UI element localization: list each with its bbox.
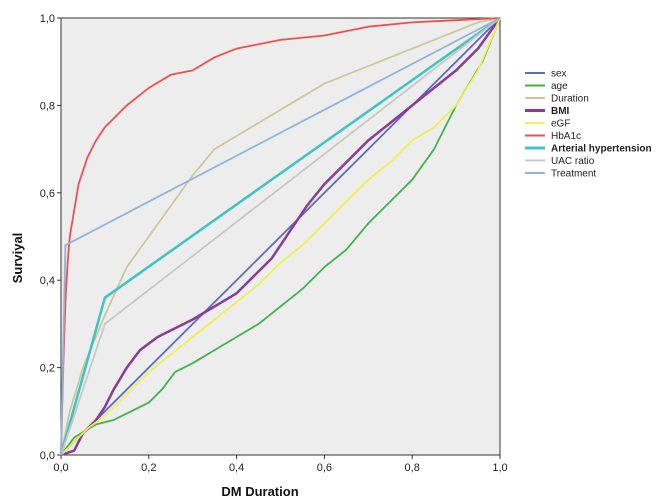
x-tick-label: 0,0 <box>53 462 68 474</box>
series-line-age <box>60 17 501 456</box>
y-tick-label: 0,8 <box>40 100 55 112</box>
y-axis-title: Surviyal <box>10 233 25 284</box>
legend-label-arterial-hypertension: Arterial hypertension <box>551 144 652 155</box>
legend-label-age: age <box>551 81 568 92</box>
legend-label-sex: sex <box>551 69 567 80</box>
x-tick-label: 0,8 <box>405 462 420 474</box>
y-tick-label: 1,0 <box>40 13 55 25</box>
x-axis-title: DM Duration <box>221 484 298 499</box>
y-tick-label: 0,0 <box>40 450 55 462</box>
legend-label-bmi: BMI <box>551 106 570 117</box>
series-line-hba1c <box>60 17 501 456</box>
series-layer <box>59 16 502 457</box>
x-tick-label: 0,4 <box>229 462 244 474</box>
series-line-treatment <box>60 17 501 456</box>
y-tick-label: 0,2 <box>40 363 55 375</box>
x-tick-label: 0,6 <box>317 462 332 474</box>
series-line-sex <box>60 17 501 456</box>
legend-label-treatment: Treatment <box>551 169 596 180</box>
series-line-uac-ratio <box>60 17 501 456</box>
legend-label-duration: Duration <box>551 94 589 105</box>
legend-label-hba1c: HbA1c <box>551 131 581 142</box>
series-line-bmi <box>60 17 502 457</box>
axes: 0,0 0,2 0,4 0,6 0,8 1,0 0,0 0,2 0,4 0,6 0,8 1,0 <box>40 13 508 474</box>
series-line-arterial-hypertension <box>59 16 501 456</box>
legend-label-egf: eGF <box>551 119 570 130</box>
legend-label-uac-ratio: UAC ratio <box>551 156 595 167</box>
y-tick-label: 0,4 <box>40 275 55 287</box>
series-line-egf <box>60 17 501 456</box>
x-tick-label: 1,0 <box>492 462 507 474</box>
y-tick-label: 0,6 <box>40 188 55 200</box>
x-tick-label: 0,2 <box>141 462 156 474</box>
